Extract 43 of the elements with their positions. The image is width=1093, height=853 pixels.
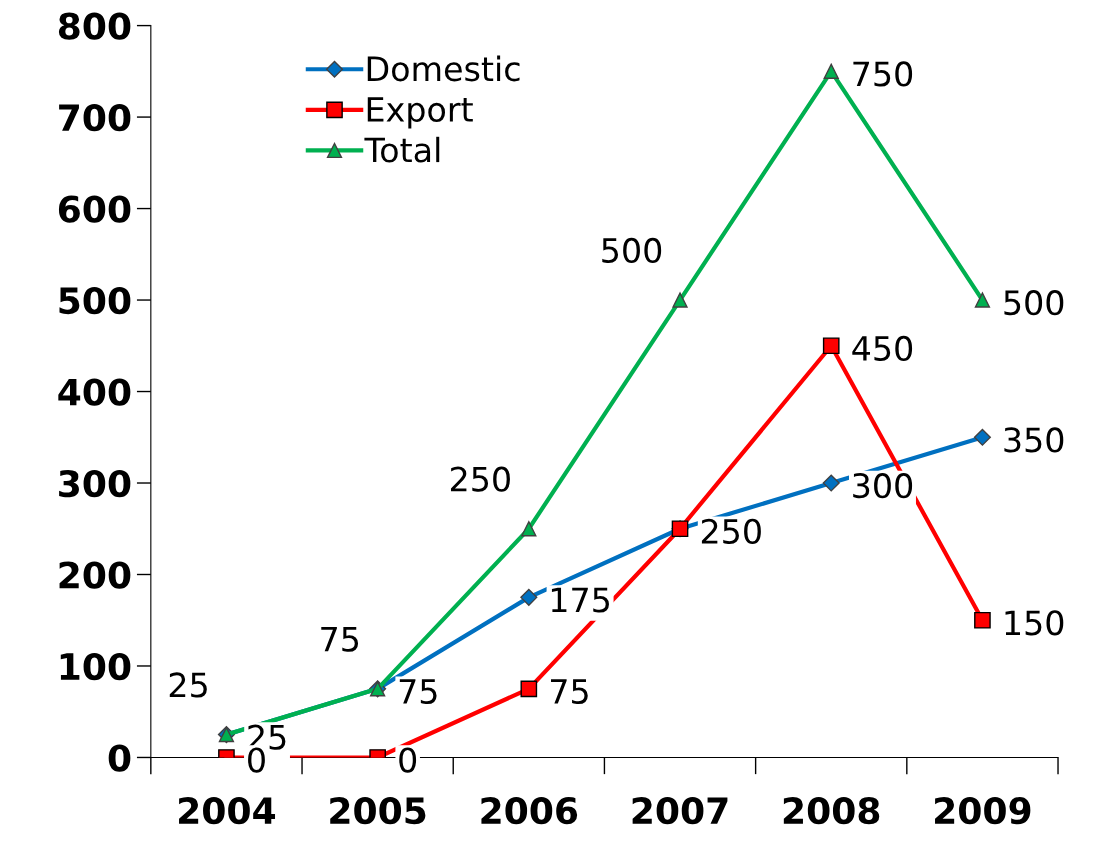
legend-label: Export [367,97,473,129]
y-tick-label: 0 [108,744,131,772]
y-tick-label: 700 [59,103,131,132]
point [521,521,537,537]
data-label: 175 [551,587,609,613]
data-label: 75 [321,627,359,652]
point [520,588,538,606]
point [973,428,991,446]
y-tick-label: 500 [59,286,131,315]
point [520,680,538,698]
x-tick-label: 2009 [935,796,1031,825]
data-label: 350 [1004,427,1064,453]
data-label: 75 [551,679,588,705]
legend-label: Total [364,136,440,163]
data-label: 0 [399,747,417,773]
point [974,292,991,308]
y-tick-label: 800 [58,12,131,40]
y-tick-label: 400 [58,378,131,406]
point [823,63,839,79]
data-label: 250 [450,466,510,492]
point [822,337,840,355]
point [822,474,840,492]
data-label: 750 [853,61,913,87]
x-tick-label: 2005 [330,796,426,825]
data-label: 300 [853,473,913,499]
y-tick-label: 200 [59,561,131,589]
y-tick-label: 300 [59,469,131,498]
data-label: 250 [701,518,761,544]
x-tick-label: 2004 [179,796,276,825]
legend-label: Domestic [367,55,520,82]
x-tick-label: 2006 [481,796,578,825]
x-tick-label: 2008 [783,796,880,825]
y-tick-label: 100 [60,652,131,681]
point [974,611,991,629]
data-label: 500 [602,237,662,264]
data-label: 75 [399,679,437,705]
point [672,292,688,308]
data-label: 450 [852,335,913,362]
data-label: 25 [169,672,207,698]
y-tick-label: 600 [58,195,131,223]
x-tick-label: 2007 [632,796,728,825]
data-label: 500 [1004,290,1064,316]
data-label: 150 [1005,610,1064,636]
